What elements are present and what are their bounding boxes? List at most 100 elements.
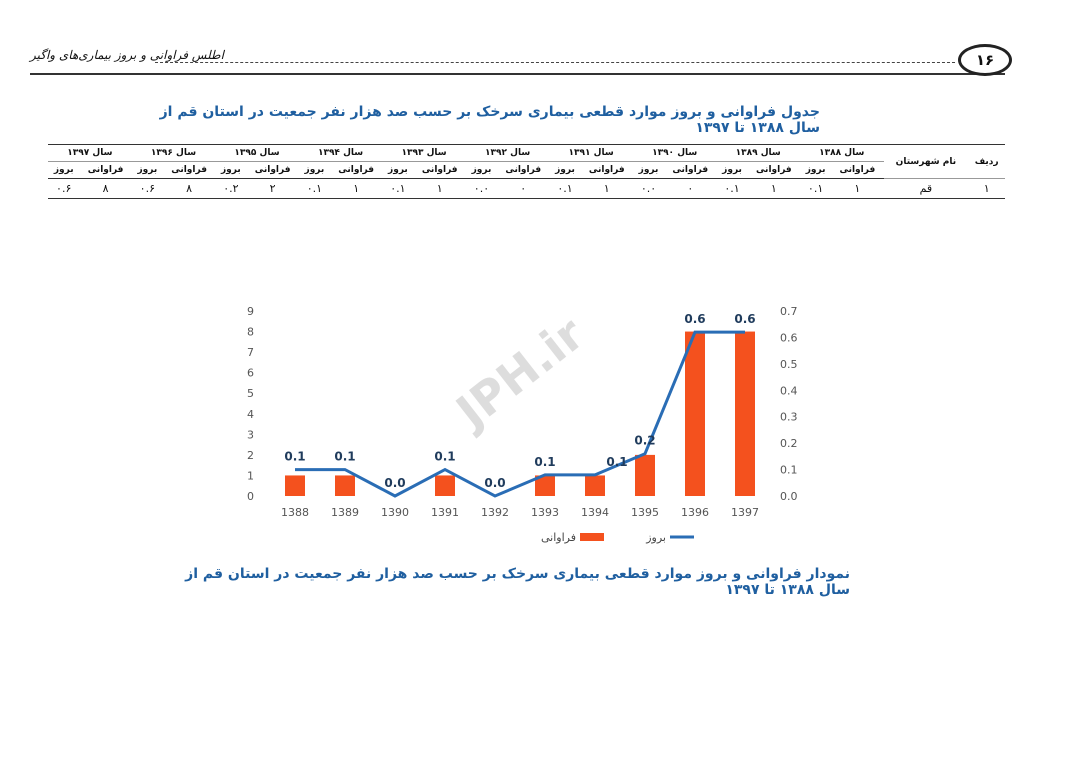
- bar: [735, 331, 755, 496]
- x-tick-label: 1394: [581, 506, 609, 519]
- data-table: ردیف نام شهرستان سال ۱۳۸۸ سال ۱۳۸۹ سال ۱۳۹۰ س…: [48, 144, 1005, 199]
- x-tick-label: 1396: [681, 506, 709, 519]
- sub-header: فراوانی: [588, 165, 625, 175]
- sub-header: بروز: [388, 165, 408, 175]
- year-header: سال ۱۳۹۵: [215, 144, 299, 162]
- y-tick-label: 4: [247, 408, 254, 421]
- data-label: 0.6: [684, 312, 705, 326]
- year-header: سال ۱۳۸۹: [716, 144, 800, 162]
- bar: [585, 475, 605, 496]
- chart: JPH.ir 0 1 2 3 4 5 6 7 8 9 0.0 0.1 0.2 0.3 0.4 0.5 0.6 0.7…: [247, 305, 798, 544]
- legend-label: بروز: [645, 531, 666, 544]
- sub-header: فراوانی: [421, 165, 458, 175]
- row-no-header: ردیف: [968, 144, 1005, 179]
- year-header: سال ۱۳۹۲: [465, 144, 550, 162]
- y-tick-label: 9: [247, 305, 254, 318]
- sub-header: بروز: [53, 165, 74, 175]
- year-header: سال ۱۳۹۰: [632, 144, 717, 162]
- sub-header: فراوانی: [755, 165, 792, 175]
- cell: ۰: [497, 178, 550, 199]
- y-tick-label: 3: [247, 428, 254, 441]
- cell: ۱: [747, 178, 800, 199]
- cell: ۰.۱: [298, 178, 331, 199]
- x-tick-label: 1389: [331, 506, 359, 519]
- sub-header: بروز: [304, 165, 325, 175]
- data-label: 0.0: [384, 476, 405, 490]
- y-tick-label: 7: [247, 346, 254, 359]
- y-tick-label: 5: [247, 387, 254, 400]
- year-header: سال ۱۳۹۶: [131, 144, 216, 162]
- sub-header: بروز: [805, 165, 826, 175]
- chart-caption: نمودار فراوانی و بروز موارد قطعی بیماری …: [185, 566, 850, 598]
- cell: ۱: [968, 178, 1005, 199]
- y2-tick-label: 0.1: [780, 464, 798, 477]
- cell: ۸: [79, 178, 132, 199]
- sub-header: فراوانی: [171, 165, 207, 175]
- legend-label: فراوانی: [541, 531, 576, 544]
- legend-swatch: [580, 533, 604, 541]
- sub-header: فراوانی: [254, 165, 291, 175]
- cell: قم: [883, 178, 969, 199]
- cell: ۰.۱: [382, 178, 414, 199]
- cell: ۱: [831, 178, 884, 199]
- x-tick-label: 1392: [481, 506, 509, 519]
- cell: ۰.۰: [632, 178, 665, 199]
- bar: [335, 475, 355, 496]
- cell: ۰.۲: [215, 178, 247, 199]
- sub-header: بروز: [722, 165, 742, 175]
- y2-tick-label: 0.2: [780, 437, 798, 450]
- data-label: 0.1: [284, 450, 305, 464]
- cell: ۰: [664, 178, 717, 199]
- sub-header: فراوانی: [338, 165, 375, 175]
- sub-header: بروز: [638, 165, 659, 175]
- cell: ۲: [246, 178, 299, 199]
- y2-tick-label: 0.0: [780, 490, 798, 503]
- y2-tick-label: 0.4: [780, 384, 798, 397]
- cell: ۱: [580, 178, 633, 199]
- cell: ۰.۱: [716, 178, 748, 199]
- cell: ۰.۱: [799, 178, 832, 199]
- sub-header: فراوانی: [505, 165, 542, 175]
- x-tick-label: 1391: [431, 506, 459, 519]
- data-label: 0.2: [634, 434, 655, 448]
- county-header: نام شهرستان: [883, 144, 969, 179]
- sub-header: بروز: [471, 165, 492, 175]
- line: [295, 330, 745, 498]
- data-label: 0.0: [484, 476, 505, 490]
- data-label: 0.6: [734, 312, 755, 326]
- cell: ۰.۶: [131, 178, 163, 199]
- y2-tick-label: 0.7: [780, 305, 798, 318]
- x-tick-label: 1393: [531, 506, 559, 519]
- x-tick-label: 1390: [381, 506, 409, 519]
- year-header: سال ۱۳۸۸: [799, 144, 884, 162]
- cell: ۰.۱: [549, 178, 581, 199]
- year-header: سال ۱۳۹۱: [549, 144, 633, 162]
- bar: [435, 475, 455, 496]
- cell: ۰.۶: [48, 178, 80, 199]
- y2-tick-label: 0.6: [780, 331, 798, 344]
- sub-header: فراوانی: [839, 165, 876, 175]
- sub-header: بروز: [220, 165, 241, 175]
- y-tick-label: 8: [247, 326, 254, 339]
- running-title: اطلس فراوانی و بروز بیماری‌های واگیر: [30, 48, 224, 62]
- year-header: سال ۱۳۹۷: [48, 144, 132, 162]
- y-tick-label: 6: [247, 367, 254, 380]
- cell: ۸: [162, 178, 216, 199]
- data-label: 0.1: [606, 455, 627, 469]
- cell: ۱: [413, 178, 466, 199]
- data-label: 0.1: [434, 450, 455, 464]
- data-label: 0.1: [334, 450, 355, 464]
- y-tick-label: 2: [247, 449, 254, 462]
- y2-tick-label: 0.5: [780, 358, 798, 371]
- x-tick-label: 1388: [281, 506, 309, 519]
- x-tick-label: 1395: [631, 506, 659, 519]
- bar: [685, 331, 705, 496]
- data-label: 0.1: [534, 455, 555, 469]
- page-number: ۱۶: [958, 44, 1012, 76]
- bar: [635, 454, 655, 496]
- x-tick-label: 1397: [731, 506, 759, 519]
- y-tick-label: 1: [247, 469, 254, 482]
- year-header: سال ۱۳۹۳: [382, 144, 466, 162]
- y2-tick-label: 0.3: [780, 411, 798, 424]
